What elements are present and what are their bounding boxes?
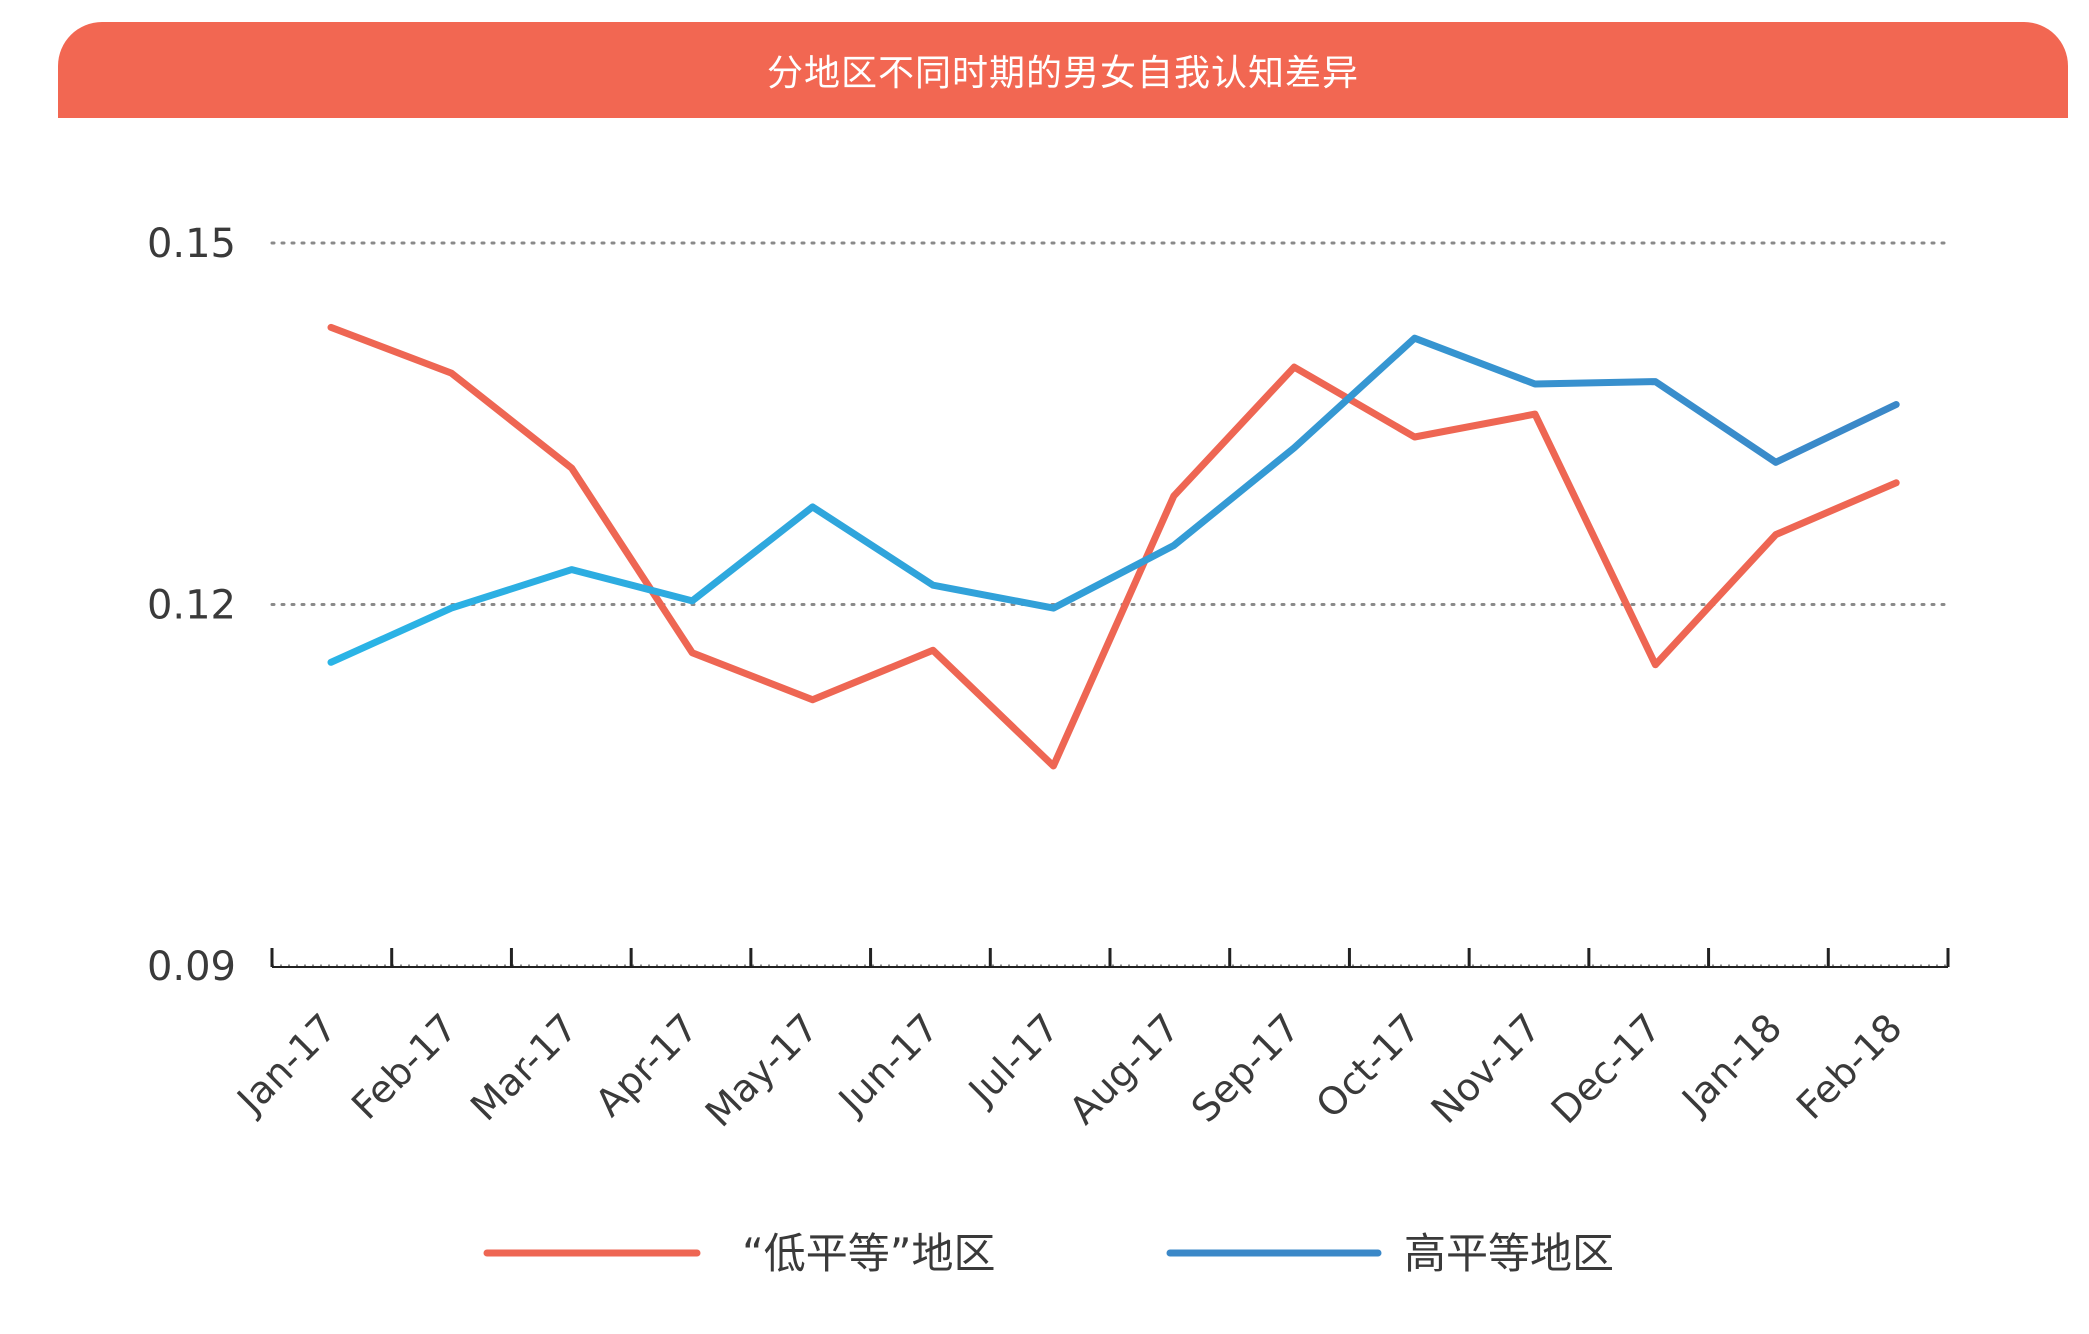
x-tick-label: Mar-17 [462, 1005, 586, 1129]
x-tick-label: Aug-17 [1061, 1005, 1188, 1132]
y-tick-label: 0.15 [147, 221, 236, 267]
legend: “低平等”地区 高平等地区 [483, 1229, 1614, 1278]
x-tick-label: May-17 [697, 1005, 827, 1135]
y-axis-labels: 0.15 0.12 0.09 [147, 221, 236, 990]
x-tick-label: Oct-17 [1307, 1005, 1428, 1126]
y-tick-label: 0.12 [147, 583, 236, 629]
x-tick-label: Nov-17 [1423, 1005, 1550, 1132]
x-tick-label: Jan-18 [1672, 1005, 1790, 1123]
x-tick-label: Feb-18 [1788, 1005, 1911, 1128]
x-tick-label: Jul-17 [959, 1005, 1068, 1114]
chart-title: 分地区不同时期的男女自我认知差异 [766, 53, 1359, 94]
x-tick-label: Feb-17 [343, 1005, 466, 1128]
x-tick-label: Apr-17 [587, 1005, 707, 1125]
legend-label: 高平等地区 [1404, 1229, 1614, 1278]
x-tick-label: Jan-17 [228, 1005, 346, 1123]
series-line-high-equality [327, 334, 1900, 666]
chart-title-banner: 分地区不同时期的男女自我认知差异 [58, 22, 2068, 118]
y-tick-label: 0.09 [147, 944, 236, 990]
grid-layer [270, 241, 1950, 606]
x-tick-label: Jun-17 [829, 1005, 947, 1123]
series-line-low-equality [327, 323, 1900, 770]
x-axis [270, 948, 1950, 968]
x-tick-label: Sep-17 [1183, 1005, 1309, 1131]
series-layer [327, 323, 1900, 770]
legend-label: “低平等”地区 [742, 1229, 996, 1278]
x-tick-label: Dec-17 [1543, 1005, 1670, 1132]
